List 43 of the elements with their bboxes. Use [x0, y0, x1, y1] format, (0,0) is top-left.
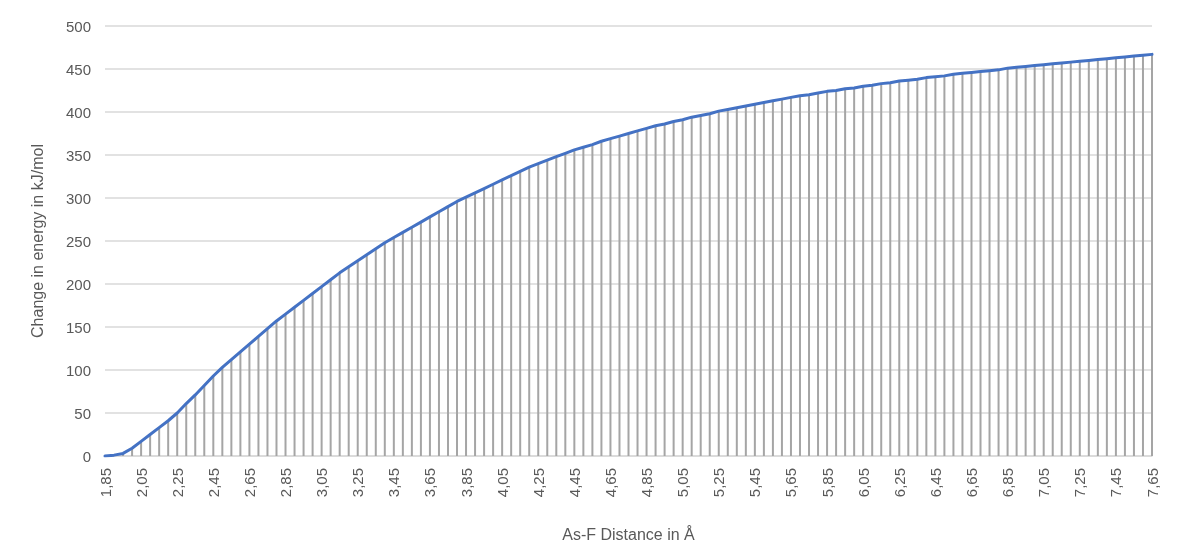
x-tick-label: 2,85: [277, 468, 295, 498]
x-tick-label: 2,65: [240, 468, 258, 498]
x-tick-label: 6,45: [926, 468, 944, 498]
x-tick-label: 4,85: [638, 468, 656, 498]
x-tick-label: 1,85: [96, 468, 114, 498]
x-tick-label: 7,45: [1107, 468, 1125, 498]
y-tick-label: 50: [74, 404, 91, 422]
x-tick-label: 3,65: [421, 468, 439, 498]
x-tick-label: 2,05: [132, 468, 150, 498]
x-tick-label: 5,65: [782, 468, 800, 498]
y-tick-label: 500: [65, 17, 91, 35]
y-tick-label: 150: [65, 318, 91, 336]
x-tick-label: 5,05: [674, 468, 692, 498]
y-tick-label: 450: [65, 60, 91, 78]
x-axis-title: As-F Distance in Å: [562, 524, 696, 543]
x-tick-label: 2,45: [204, 468, 222, 498]
x-tick-label: 3,25: [349, 468, 367, 498]
x-tick-label: 4,45: [565, 468, 583, 498]
x-tick-label: 5,85: [818, 468, 836, 498]
y-tick-label: 200: [65, 275, 91, 293]
x-tick-label: 4,25: [529, 468, 547, 498]
y-tick-label: 350: [65, 146, 91, 164]
x-tick-label: 3,85: [457, 468, 475, 498]
x-tick-label: 6,25: [890, 468, 908, 498]
y-tick-label: 0: [82, 447, 91, 465]
x-tick-label: 6,65: [962, 468, 980, 498]
y-tick-label: 250: [65, 232, 91, 250]
x-tick-label: 5,25: [710, 468, 728, 498]
x-tick-label: 7,05: [1035, 468, 1053, 498]
y-tick-label: 100: [65, 361, 91, 379]
x-tick-label: 6,85: [999, 468, 1017, 498]
y-axis-title: Change in energy in kJ/mol: [28, 144, 46, 338]
x-tick-label: 7,65: [1143, 468, 1161, 498]
x-tick-label: 7,25: [1071, 468, 1089, 498]
x-tick-label: 5,45: [746, 468, 764, 498]
x-tick-label: 6,05: [854, 468, 872, 498]
x-tick-label: 4,65: [601, 468, 619, 498]
y-tick-label: 400: [65, 103, 91, 121]
y-tick-label: 300: [65, 189, 91, 207]
x-tick-label: 2,25: [168, 468, 186, 498]
x-tick-label: 3,45: [385, 468, 403, 498]
x-tick-label: 3,05: [313, 468, 331, 498]
x-tick-label: 4,05: [493, 468, 511, 498]
